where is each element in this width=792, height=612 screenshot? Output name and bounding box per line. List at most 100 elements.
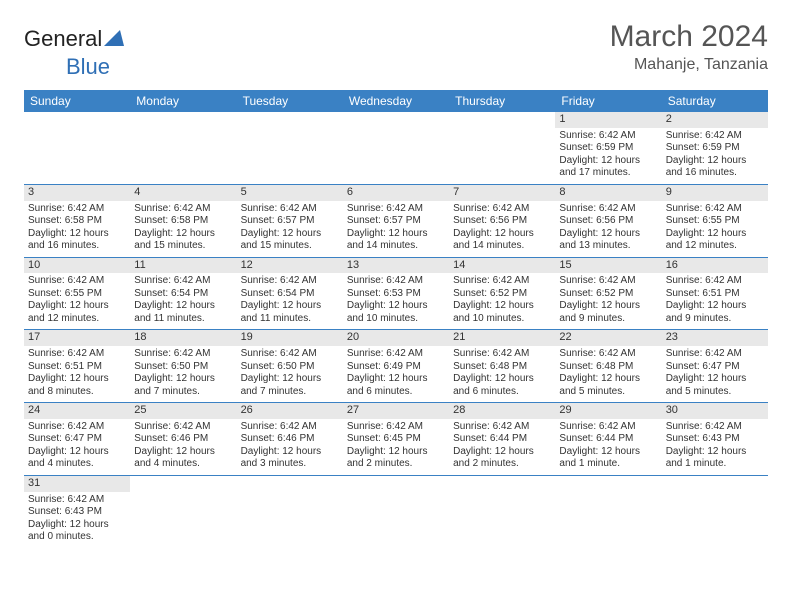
day-number: 6	[343, 185, 449, 201]
cell-line: Sunrise: 6:42 AM	[347, 203, 445, 216]
cell-line: Daylight: 12 hours	[347, 300, 445, 313]
day-number	[130, 476, 236, 492]
calendar-row: 3Sunrise: 6:42 AMSunset: 6:58 PMDaylight…	[24, 184, 768, 257]
cell-line: Sunrise: 6:42 AM	[666, 348, 764, 361]
day-number	[449, 476, 555, 492]
cell-line: Sunrise: 6:42 AM	[241, 275, 339, 288]
calendar-cell: 7Sunrise: 6:42 AMSunset: 6:56 PMDaylight…	[449, 184, 555, 257]
cell-line: Sunset: 6:51 PM	[666, 288, 764, 301]
day-number: 26	[237, 403, 343, 419]
cell-line: Sunset: 6:55 PM	[666, 215, 764, 228]
day-number	[237, 112, 343, 128]
day-number: 16	[662, 258, 768, 274]
calendar-cell	[449, 475, 555, 547]
day-number	[237, 476, 343, 492]
calendar-cell: 25Sunrise: 6:42 AMSunset: 6:46 PMDayligh…	[130, 403, 236, 476]
cell-line: and 1 minute.	[666, 458, 764, 471]
cell-line: Sunset: 6:56 PM	[453, 215, 551, 228]
calendar-cell: 24Sunrise: 6:42 AMSunset: 6:47 PMDayligh…	[24, 403, 130, 476]
cell-line: and 15 minutes.	[134, 240, 232, 253]
cell-line: Daylight: 12 hours	[559, 228, 657, 241]
cell-line: Sunset: 6:59 PM	[559, 142, 657, 155]
calendar-cell	[449, 112, 555, 184]
calendar-cell: 10Sunrise: 6:42 AMSunset: 6:55 PMDayligh…	[24, 257, 130, 330]
day-number: 14	[449, 258, 555, 274]
calendar-cell: 28 Sunrise: 6:42 AMSunset: 6:44 PMDayligh…	[449, 403, 555, 476]
day-number	[555, 476, 661, 492]
cell-line: Sunset: 6:59 PM	[666, 142, 764, 155]
day-number	[343, 112, 449, 128]
calendar-cell: 8Sunrise: 6:42 AMSunset: 6:56 PMDaylight…	[555, 184, 661, 257]
cell-line: Sunset: 6:48 PM	[559, 361, 657, 374]
cell-line: Daylight: 12 hours	[453, 446, 551, 459]
cell-line: Sunrise: 6:42 AM	[453, 421, 551, 434]
cell-line: and 6 minutes.	[453, 386, 551, 399]
day-number: 23	[662, 330, 768, 346]
cell-line: Sunrise: 6:42 AM	[453, 348, 551, 361]
calendar-cell	[555, 475, 661, 547]
cell-line: Sunrise: 6:42 AM	[241, 421, 339, 434]
day-number: 8	[555, 185, 661, 201]
weekday-header: Wednesday	[343, 90, 449, 112]
cell-line: Daylight: 12 hours	[28, 446, 126, 459]
cell-line: Daylight: 12 hours	[453, 228, 551, 241]
cell-line: Daylight: 12 hours	[28, 373, 126, 386]
calendar-row: 31Sunrise: 6:42 AMSunset: 6:43 PMDayligh…	[24, 475, 768, 547]
calendar-cell: 22Sunrise: 6:42 AMSunset: 6:48 PMDayligh…	[555, 330, 661, 403]
logo: General	[24, 26, 126, 52]
cell-line: Sunrise: 6:42 AM	[28, 348, 126, 361]
cell-line: Sunset: 6:43 PM	[666, 433, 764, 446]
calendar-cell	[343, 475, 449, 547]
cell-line: Sunset: 6:55 PM	[28, 288, 126, 301]
calendar-cell: 19Sunrise: 6:42 AMSunset: 6:50 PMDayligh…	[237, 330, 343, 403]
calendar-cell: 5Sunrise: 6:42 AMSunset: 6:57 PMDaylight…	[237, 184, 343, 257]
weekday-header: Saturday	[662, 90, 768, 112]
day-number: 3	[24, 185, 130, 201]
calendar-cell: 13Sunrise: 6:42 AMSunset: 6:53 PMDayligh…	[343, 257, 449, 330]
day-number: 24	[24, 403, 130, 419]
cell-line: and 9 minutes.	[666, 313, 764, 326]
cell-line: Daylight: 12 hours	[453, 373, 551, 386]
weekday-header: Thursday	[449, 90, 555, 112]
cell-line: Daylight: 12 hours	[666, 300, 764, 313]
cell-line: Daylight: 12 hours	[666, 373, 764, 386]
day-number: 22	[555, 330, 661, 346]
calendar-cell: 20Sunrise: 6:42 AMSunset: 6:49 PMDayligh…	[343, 330, 449, 403]
cell-line: and 17 minutes.	[559, 167, 657, 180]
cell-line: Sunrise: 6:42 AM	[559, 275, 657, 288]
cell-line: Sunrise: 6:42 AM	[347, 275, 445, 288]
calendar-cell: 4Sunrise: 6:42 AMSunset: 6:58 PMDaylight…	[130, 184, 236, 257]
cell-line: Daylight: 12 hours	[559, 300, 657, 313]
day-number: 28	[449, 403, 555, 419]
cell-line: Sunset: 6:47 PM	[666, 361, 764, 374]
calendar-cell: 9Sunrise: 6:42 AMSunset: 6:55 PMDaylight…	[662, 184, 768, 257]
cell-line: Daylight: 12 hours	[666, 446, 764, 459]
cell-line: and 2 minutes.	[453, 458, 551, 471]
day-number: 25	[130, 403, 236, 419]
day-number: 9	[662, 185, 768, 201]
calendar-cell: 6Sunrise: 6:42 AMSunset: 6:57 PMDaylight…	[343, 184, 449, 257]
calendar-row: 1Sunrise: 6:42 AMSunset: 6:59 PMDaylight…	[24, 112, 768, 184]
cell-line: Sunrise: 6:42 AM	[134, 203, 232, 216]
day-number: 4	[130, 185, 236, 201]
cell-line: and 10 minutes.	[453, 313, 551, 326]
calendar-table: Sunday Monday Tuesday Wednesday Thursday…	[24, 90, 768, 548]
cell-line: Sunset: 6:46 PM	[241, 433, 339, 446]
cell-line: Sunset: 6:44 PM	[453, 433, 551, 446]
cell-line: Sunset: 6:52 PM	[559, 288, 657, 301]
cell-line: and 14 minutes.	[453, 240, 551, 253]
cell-line: Sunset: 6:48 PM	[453, 361, 551, 374]
cell-line: Sunrise: 6:42 AM	[559, 130, 657, 143]
day-number: 17	[24, 330, 130, 346]
cell-line: Sunset: 6:57 PM	[347, 215, 445, 228]
cell-line: Sunrise: 6:42 AM	[28, 275, 126, 288]
calendar-row: 10Sunrise: 6:42 AMSunset: 6:55 PMDayligh…	[24, 257, 768, 330]
calendar-cell: 23 Sunrise: 6:42 AMSunset: 6:47 PMDayligh…	[662, 330, 768, 403]
cell-line: Daylight: 12 hours	[28, 519, 126, 532]
calendar-cell	[237, 112, 343, 184]
day-number: 18	[130, 330, 236, 346]
cell-line: Sunrise: 6:42 AM	[666, 275, 764, 288]
cell-line: and 3 minutes.	[241, 458, 339, 471]
cell-line: Sunrise: 6:42 AM	[347, 348, 445, 361]
day-number: 12	[237, 258, 343, 274]
